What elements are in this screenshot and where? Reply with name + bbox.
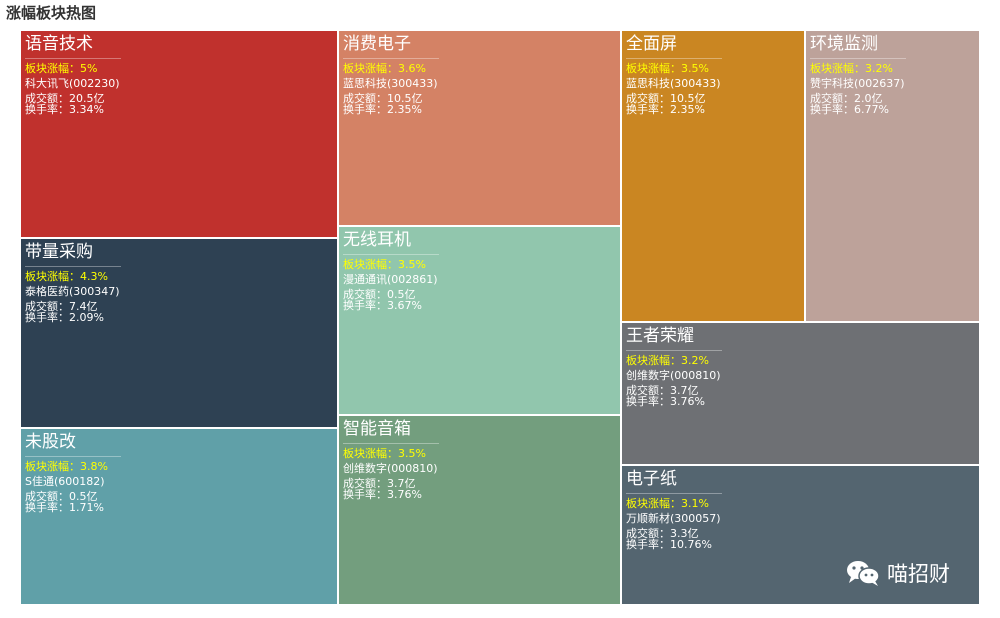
sector-change: 板块涨幅：3.6% (343, 62, 426, 75)
trade-amount: 成交额：7.4亿 (25, 300, 98, 313)
leading-stock: 创维数字(000810) (343, 462, 438, 475)
sector-name: 未股改 (25, 432, 76, 452)
turnover-rate: 换手率：10.76% (626, 538, 712, 551)
sector-change: 板块涨幅：3.5% (343, 258, 426, 271)
turnover-rate: 换手率：6.77% (810, 103, 889, 116)
label-divider (25, 456, 121, 457)
trade-amount: 成交额：3.3亿 (626, 527, 699, 540)
label-divider (626, 493, 722, 494)
sector-name: 语音技术 (25, 34, 93, 54)
label-divider (25, 58, 121, 59)
leading-stock: 创维数字(000810) (626, 369, 721, 382)
wechat-icon (847, 561, 880, 586)
label-divider (343, 58, 439, 59)
sector-change: 板块涨幅：3.5% (343, 447, 426, 460)
leading-stock: 赞宇科技(002637) (810, 77, 905, 90)
label-divider (626, 350, 722, 351)
sector-change: 板块涨幅：4.3% (25, 270, 108, 283)
turnover-rate: 换手率：2.35% (343, 103, 422, 116)
turnover-rate: 换手率：3.34% (25, 103, 104, 116)
turnover-rate: 换手率：1.71% (25, 501, 104, 514)
sector-name: 电子纸 (626, 469, 677, 489)
sector-name: 全面屏 (626, 34, 677, 54)
turnover-rate: 换手率：3.67% (343, 299, 422, 312)
treemap-tile[interactable]: 电子纸板块涨幅：3.1% 万顺新材(300057) 成交额：3.3亿 换手率：10.7… (621, 465, 980, 605)
sector-name: 王者荣耀 (626, 326, 694, 346)
sector-change: 板块涨幅：3.1% (626, 497, 709, 510)
turnover-rate: 换手率：2.09% (25, 311, 104, 324)
chart-title: 涨幅板块热图 (6, 4, 97, 22)
turnover-rate: 换手率：3.76% (343, 488, 422, 501)
sector-name: 环境监测 (810, 34, 878, 54)
watermark-text: 喵招财 (887, 562, 950, 586)
leading-stock: 泰格医药(300347) (25, 285, 120, 298)
treemap-tile[interactable]: 消费电子板块涨幅：3.6% 蓝思科技(300433) 成交额：10.5亿 换手率：2.… (338, 30, 621, 226)
trade-amount: 成交额：3.7亿 (343, 477, 416, 490)
label-divider (626, 58, 722, 59)
sector-change: 板块涨幅：5% (25, 62, 98, 75)
treemap-tile[interactable]: 全面屏板块涨幅：3.5% 蓝思科技(300433) 成交额：10.5亿 换手率：2.3… (621, 30, 805, 322)
trade-amount: 成交额：10.5亿 (343, 92, 423, 105)
trade-amount: 成交额：0.5亿 (25, 490, 98, 503)
label-divider (810, 58, 906, 59)
sector-name: 智能音箱 (343, 419, 411, 439)
treemap-tile[interactable]: 王者荣耀板块涨幅：3.2% 创维数字(000810) 成交额：3.7亿 换手率：3.7… (621, 322, 980, 465)
treemap-tile[interactable]: 带量采购板块涨幅：4.3% 泰格医药(300347) 成交额：7.4亿 换手率：2.0… (20, 238, 338, 428)
watermark: 喵招财 (845, 556, 950, 590)
trade-amount: 成交额：0.5亿 (343, 288, 416, 301)
trade-amount: 成交额：20.5亿 (25, 92, 105, 105)
label-divider (343, 254, 439, 255)
leading-stock: S佳通(600182) (25, 475, 105, 488)
sector-change: 板块涨幅：3.5% (626, 62, 709, 75)
label-divider (343, 443, 439, 444)
sector-change: 板块涨幅：3.2% (626, 354, 709, 367)
sector-name: 消费电子 (343, 34, 411, 54)
treemap-tile[interactable]: 环境监测板块涨幅：3.2% 赞宇科技(002637) 成交额：2.0亿 换手率：6.7… (805, 30, 980, 322)
turnover-rate: 换手率：2.35% (626, 103, 705, 116)
label-divider (25, 266, 121, 267)
sector-name: 无线耳机 (343, 230, 411, 250)
treemap-tile[interactable]: 无线耳机板块涨幅：3.5% 漫通通讯(002861) 成交额：0.5亿 换手率：3.6… (338, 226, 621, 415)
trade-amount: 成交额：3.7亿 (626, 384, 699, 397)
turnover-rate: 换手率：3.76% (626, 395, 705, 408)
leading-stock: 科大讯飞(002230) (25, 77, 120, 90)
leading-stock: 万顺新材(300057) (626, 512, 721, 525)
sector-change: 板块涨幅：3.2% (810, 62, 893, 75)
leading-stock: 蓝思科技(300433) (626, 77, 721, 90)
treemap-tile[interactable]: 智能音箱板块涨幅：3.5% 创维数字(000810) 成交额：3.7亿 换手率：3.7… (338, 415, 621, 605)
trade-amount: 成交额：2.0亿 (810, 92, 883, 105)
leading-stock: 蓝思科技(300433) (343, 77, 438, 90)
treemap-tile[interactable]: 语音技术板块涨幅：5% 科大讯飞(002230) 成交额：20.5亿 换手率：3.34… (20, 30, 338, 238)
trade-amount: 成交额：10.5亿 (626, 92, 706, 105)
sector-change: 板块涨幅：3.8% (25, 460, 108, 473)
leading-stock: 漫通通讯(002861) (343, 273, 438, 286)
treemap-tile[interactable]: 未股改板块涨幅：3.8% S佳通(600182) 成交额：0.5亿 换手率：1.71% (20, 428, 338, 605)
sector-name: 带量采购 (25, 242, 93, 262)
